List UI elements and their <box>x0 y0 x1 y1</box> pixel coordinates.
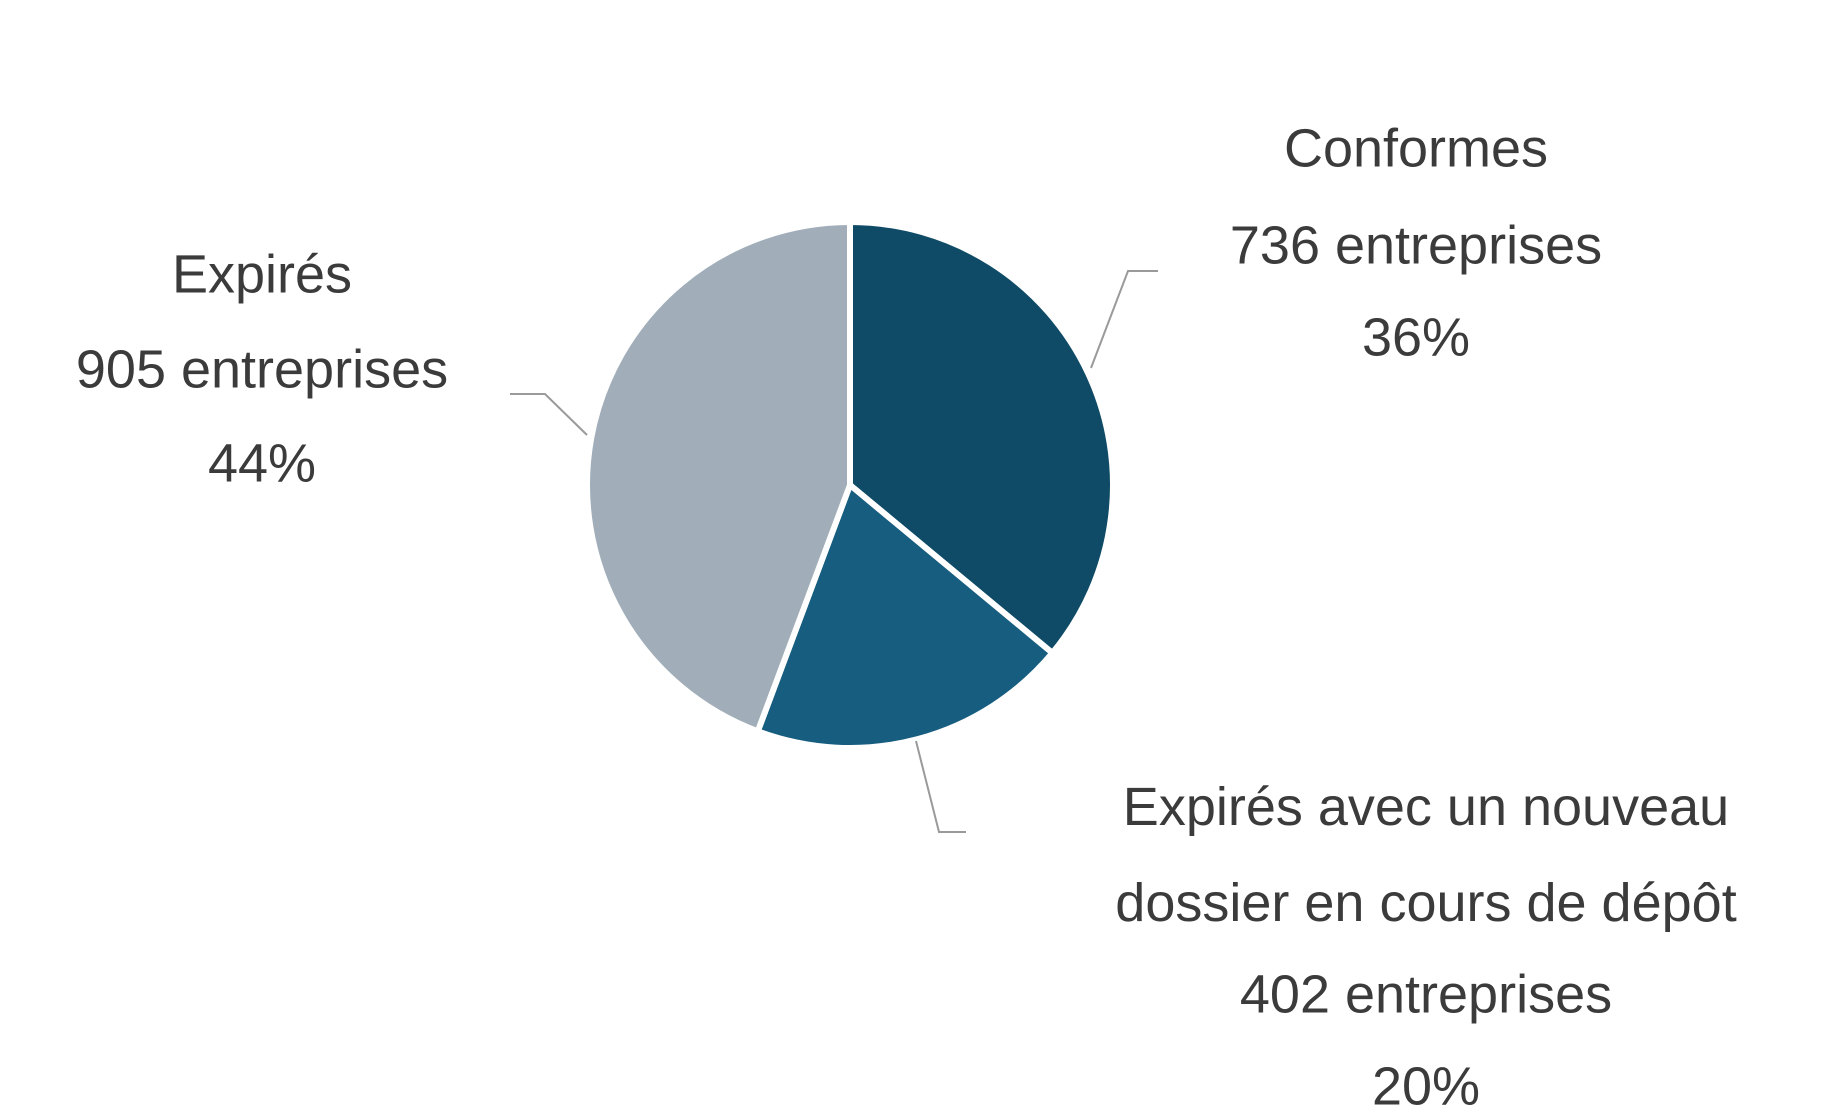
value-label: 402 entreprises <box>1240 964 1612 1024</box>
leader-line <box>1090 270 1158 369</box>
leader-line <box>510 393 588 436</box>
pie-slice <box>584 218 853 736</box>
percentage-label: 20% <box>1372 1056 1480 1115</box>
pie-slice <box>847 218 1116 658</box>
value-label: 736 entreprises <box>1230 215 1602 275</box>
category-label: Expirés <box>172 244 352 304</box>
percentage-label: 36% <box>1362 307 1470 367</box>
value-label: 905 entreprises <box>76 339 448 399</box>
category-label: Expirés avec un nouveau dossier en cours … <box>1115 777 1736 933</box>
pie-slice <box>753 479 1057 751</box>
percentage-label: 44% <box>208 433 316 493</box>
leader-line <box>915 740 966 833</box>
category-label: Conformes <box>1284 118 1548 178</box>
